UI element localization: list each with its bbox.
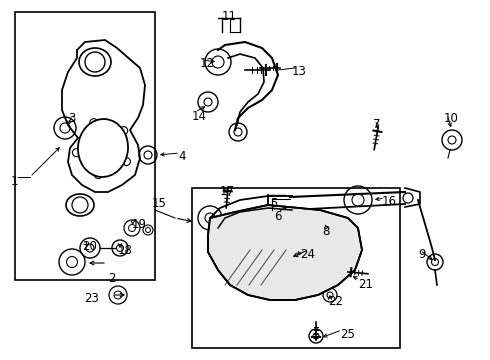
Text: 19: 19 <box>132 218 147 231</box>
Bar <box>192 188 400 348</box>
Ellipse shape <box>78 119 128 177</box>
Text: 11: 11 <box>222 10 237 23</box>
Text: 3: 3 <box>68 112 75 125</box>
Text: 25: 25 <box>340 328 355 341</box>
Text: 18: 18 <box>118 244 133 257</box>
Text: 16: 16 <box>382 195 397 208</box>
Text: 21: 21 <box>358 278 373 291</box>
Text: 10: 10 <box>444 112 459 125</box>
Text: 8: 8 <box>322 225 329 238</box>
Text: 5: 5 <box>270 197 277 210</box>
Text: 15: 15 <box>152 197 167 210</box>
Text: 24: 24 <box>300 248 315 261</box>
Text: 17: 17 <box>220 185 235 198</box>
Text: 6: 6 <box>274 210 281 223</box>
Text: 23: 23 <box>84 292 99 305</box>
Text: 2: 2 <box>108 272 116 285</box>
Circle shape <box>87 132 119 164</box>
Text: 12: 12 <box>200 57 215 70</box>
Text: 22: 22 <box>328 295 343 308</box>
Text: 7: 7 <box>373 118 381 131</box>
Text: 1: 1 <box>10 175 18 188</box>
Text: 20: 20 <box>82 240 97 253</box>
Polygon shape <box>208 205 362 300</box>
Text: 9: 9 <box>418 248 425 261</box>
Bar <box>15 12 155 280</box>
Text: 13: 13 <box>292 65 307 78</box>
Text: 4: 4 <box>178 150 186 163</box>
Text: 14: 14 <box>192 110 207 123</box>
